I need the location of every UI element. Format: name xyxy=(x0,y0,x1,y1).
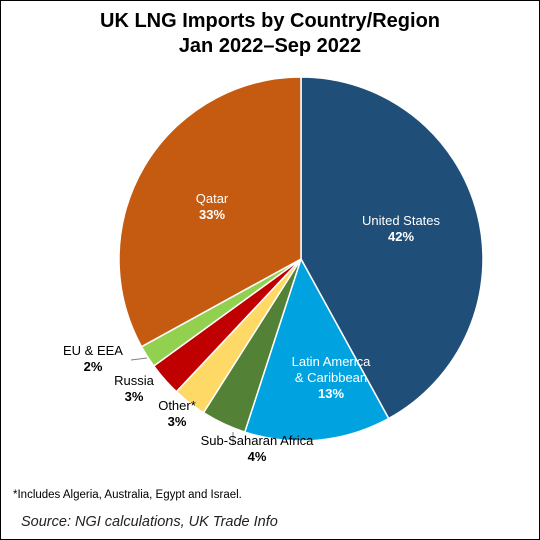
leader-line xyxy=(130,357,148,361)
slice-value-label: 3% xyxy=(125,389,144,404)
pie-slice-united-states xyxy=(300,76,484,420)
slice-name-label: EU & EEA xyxy=(63,343,123,358)
slice-name-label: Sub-Saharan Africa xyxy=(201,433,315,448)
slice-name-label: & Caribbean xyxy=(295,370,367,385)
slice-name-label: Qatar xyxy=(196,191,229,206)
pie-slice-latin-america-caribbean xyxy=(243,257,390,442)
slice-name-label: Russia xyxy=(114,373,155,388)
chart-title: UK LNG Imports by Country/Region xyxy=(100,10,440,32)
slice-value-label: 4% xyxy=(248,449,267,464)
slice-value-label: 33% xyxy=(199,207,225,222)
slice-value-label: 2% xyxy=(84,359,103,374)
chart-subtitle: Jan 2022–Sep 2022 xyxy=(178,35,362,57)
slice-value-label: 13% xyxy=(318,386,344,401)
slice-name-label: Latin America xyxy=(292,354,372,369)
slice-value-label: 3% xyxy=(168,414,187,429)
pie-slices xyxy=(118,76,484,442)
slice-value-label: 42% xyxy=(388,229,414,244)
slice-name-label: Other* xyxy=(158,398,196,413)
footnote: *Includes Algeria, Australia, Egypt and … xyxy=(13,489,242,501)
leader-lines xyxy=(130,357,234,445)
source-note: Source: NGI calculations, UK Trade Info xyxy=(21,514,278,530)
slice-name-label: United States xyxy=(362,213,441,228)
pie-slice-qatar xyxy=(118,76,302,348)
